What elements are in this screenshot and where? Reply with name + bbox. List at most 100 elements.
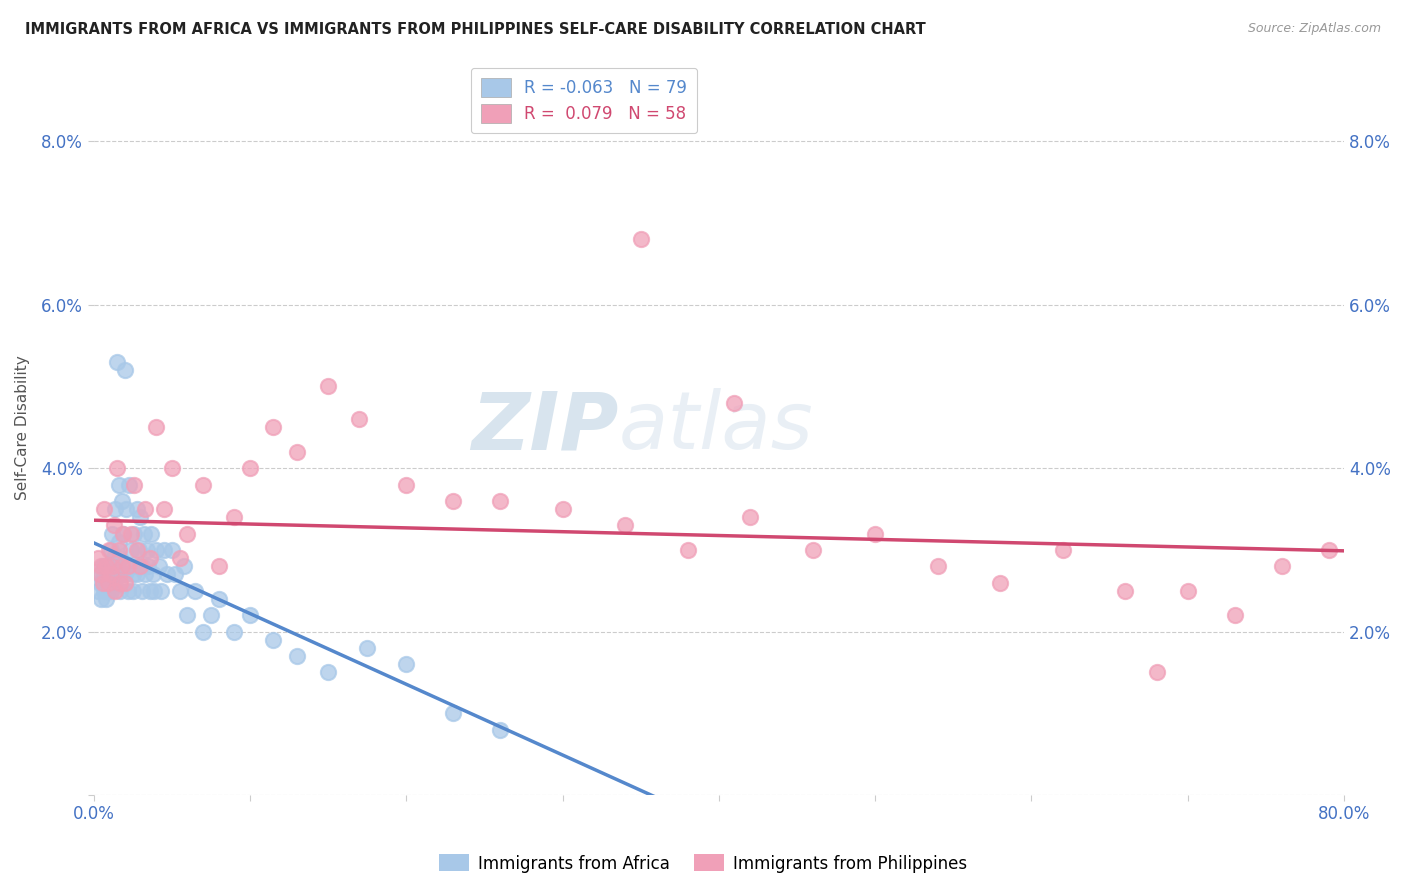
Point bbox=[94, 559, 117, 574]
Point bbox=[134, 502, 156, 516]
Point bbox=[676, 542, 699, 557]
Point bbox=[1146, 665, 1168, 680]
Point bbox=[630, 232, 652, 246]
Point bbox=[121, 583, 143, 598]
Point bbox=[100, 567, 122, 582]
Point bbox=[108, 583, 131, 598]
Text: ZIP: ZIP bbox=[471, 388, 619, 467]
Point bbox=[191, 477, 214, 491]
Point bbox=[129, 510, 152, 524]
Point bbox=[103, 518, 125, 533]
Point bbox=[134, 567, 156, 582]
Point bbox=[108, 575, 131, 590]
Point bbox=[98, 542, 121, 557]
Point bbox=[90, 559, 112, 574]
Point bbox=[91, 559, 114, 574]
Point bbox=[108, 551, 131, 566]
Legend: R = -0.063   N = 79, R =  0.079   N = 58: R = -0.063 N = 79, R = 0.079 N = 58 bbox=[471, 68, 697, 133]
Point bbox=[1223, 608, 1246, 623]
Point bbox=[101, 567, 124, 582]
Point bbox=[117, 559, 139, 574]
Point bbox=[176, 608, 198, 623]
Point bbox=[131, 583, 153, 598]
Point bbox=[91, 575, 114, 590]
Point bbox=[239, 608, 262, 623]
Point bbox=[97, 567, 120, 582]
Point bbox=[107, 534, 129, 549]
Point bbox=[121, 567, 143, 582]
Point bbox=[132, 526, 155, 541]
Point bbox=[200, 608, 222, 623]
Legend: Immigrants from Africa, Immigrants from Philippines: Immigrants from Africa, Immigrants from … bbox=[433, 847, 973, 880]
Point bbox=[90, 567, 112, 582]
Point bbox=[135, 542, 157, 557]
Point bbox=[551, 502, 574, 516]
Point bbox=[127, 502, 149, 516]
Point bbox=[801, 542, 824, 557]
Point bbox=[97, 575, 120, 590]
Point bbox=[1052, 542, 1074, 557]
Point bbox=[114, 363, 136, 377]
Point bbox=[1177, 583, 1199, 598]
Point bbox=[131, 559, 153, 574]
Point bbox=[112, 526, 135, 541]
Point bbox=[98, 559, 121, 574]
Point bbox=[173, 559, 195, 574]
Point bbox=[107, 542, 129, 557]
Point bbox=[94, 591, 117, 606]
Point bbox=[153, 542, 176, 557]
Point bbox=[489, 723, 512, 737]
Point bbox=[863, 526, 886, 541]
Point bbox=[94, 575, 117, 590]
Point bbox=[104, 559, 127, 574]
Point bbox=[91, 575, 114, 590]
Point bbox=[89, 567, 111, 582]
Point bbox=[262, 420, 284, 434]
Point bbox=[239, 461, 262, 475]
Point bbox=[93, 502, 115, 516]
Point bbox=[101, 559, 124, 574]
Point bbox=[87, 551, 110, 566]
Point bbox=[118, 477, 141, 491]
Point bbox=[101, 526, 124, 541]
Point bbox=[285, 649, 308, 664]
Point bbox=[103, 575, 125, 590]
Point bbox=[139, 583, 162, 598]
Point bbox=[316, 379, 339, 393]
Point bbox=[191, 624, 214, 639]
Point bbox=[395, 657, 418, 672]
Point bbox=[149, 583, 172, 598]
Point bbox=[723, 396, 745, 410]
Point bbox=[163, 567, 186, 582]
Point bbox=[105, 355, 128, 369]
Point bbox=[148, 559, 170, 574]
Point bbox=[316, 665, 339, 680]
Point bbox=[169, 551, 191, 566]
Point bbox=[87, 583, 110, 598]
Point bbox=[120, 542, 142, 557]
Point bbox=[93, 567, 115, 582]
Point bbox=[107, 477, 129, 491]
Point bbox=[285, 445, 308, 459]
Point bbox=[111, 494, 134, 508]
Point bbox=[262, 632, 284, 647]
Point bbox=[111, 567, 134, 582]
Point bbox=[141, 526, 163, 541]
Y-axis label: Self-Care Disability: Self-Care Disability bbox=[15, 355, 30, 500]
Point bbox=[112, 526, 135, 541]
Point bbox=[184, 583, 207, 598]
Point bbox=[97, 583, 120, 598]
Text: atlas: atlas bbox=[619, 388, 814, 467]
Point bbox=[111, 559, 134, 574]
Point bbox=[224, 510, 246, 524]
Point bbox=[104, 502, 127, 516]
Point bbox=[98, 575, 121, 590]
Point bbox=[114, 575, 136, 590]
Point bbox=[207, 559, 229, 574]
Point bbox=[115, 502, 138, 516]
Point bbox=[1317, 542, 1340, 557]
Point bbox=[614, 518, 637, 533]
Point bbox=[122, 526, 145, 541]
Point bbox=[441, 706, 464, 721]
Point bbox=[145, 420, 167, 434]
